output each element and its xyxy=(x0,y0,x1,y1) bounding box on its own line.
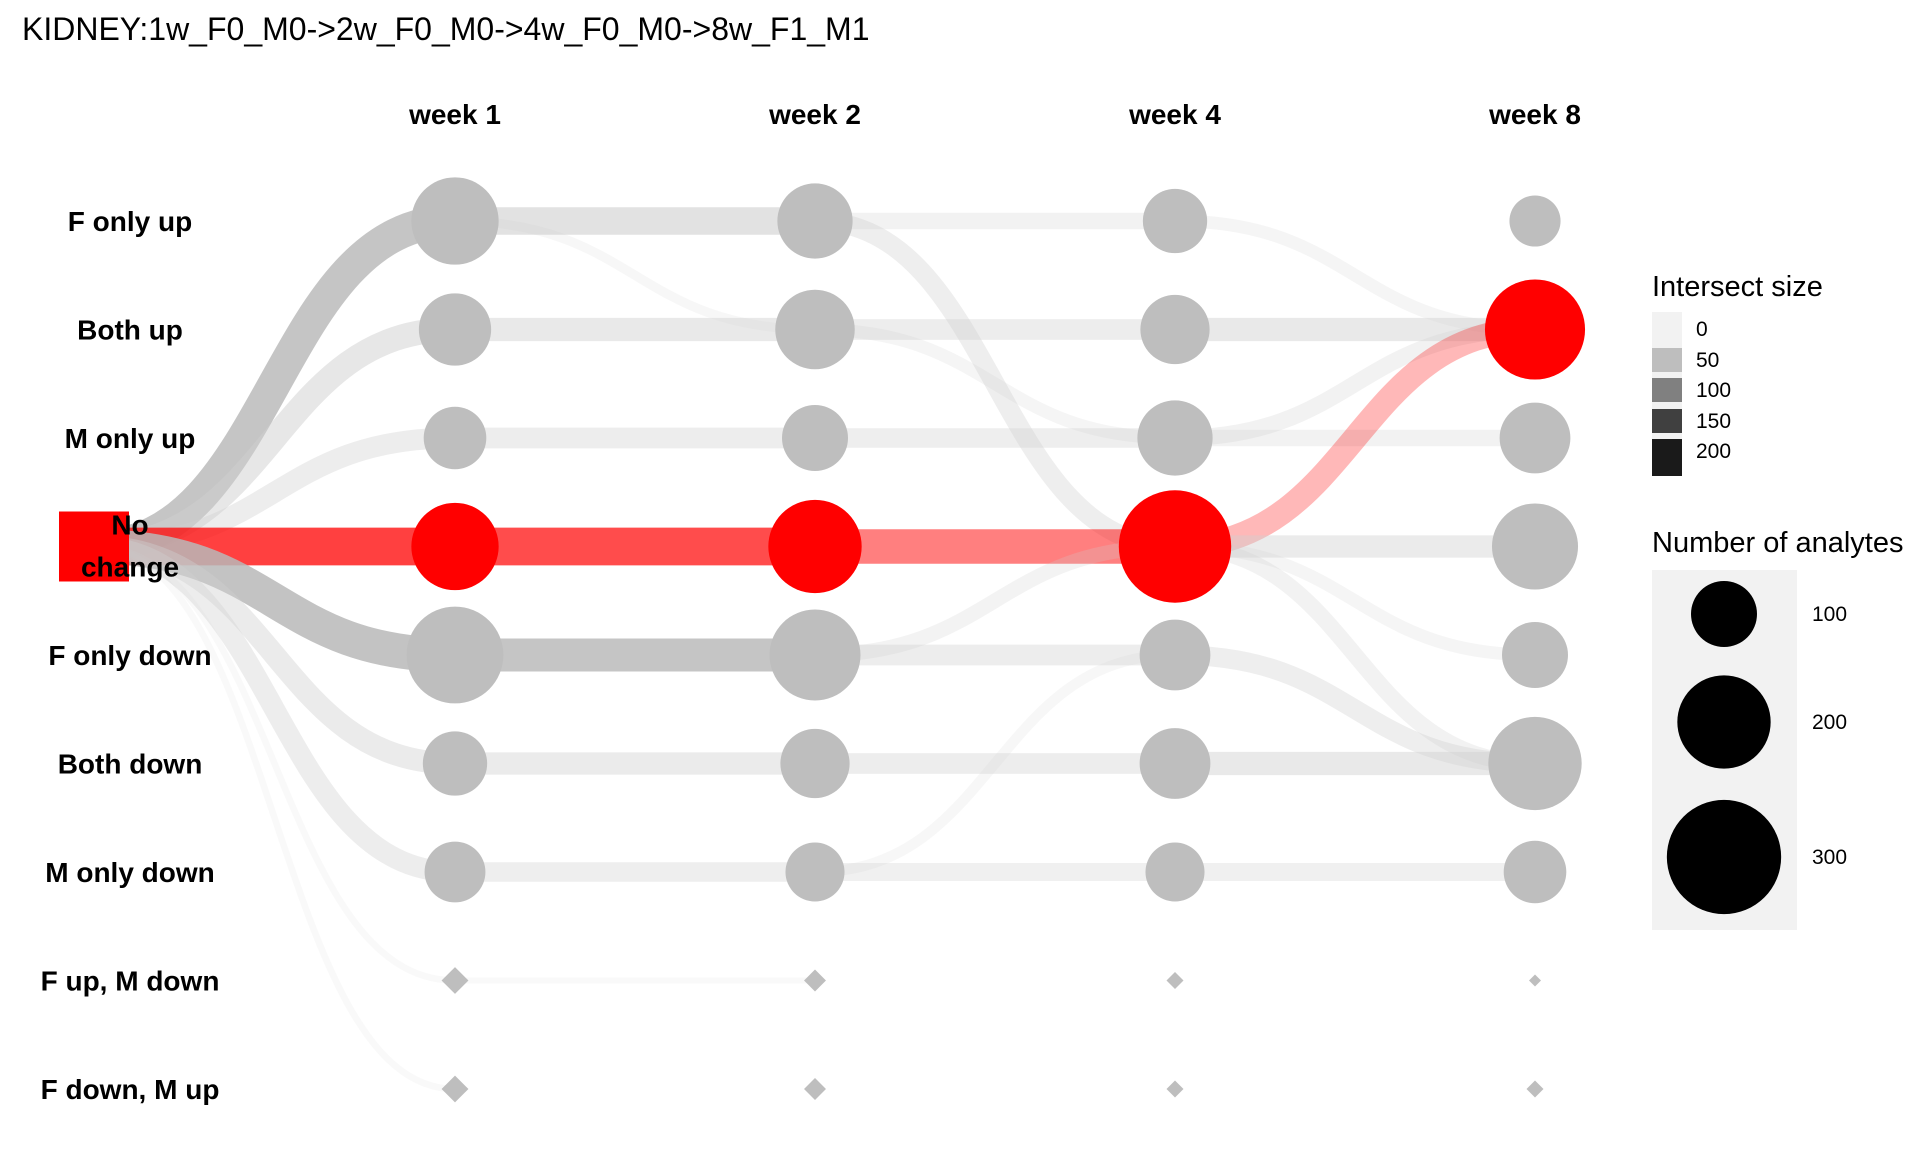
row-label-f-only-down: F only down xyxy=(48,640,211,671)
node-week-1-no-change xyxy=(411,502,499,591)
legend-intersect-tick-200: 200 xyxy=(1696,440,1731,463)
legend-intersect-tick-100: 100 xyxy=(1696,379,1731,402)
node-week-4-f-only-down xyxy=(1139,619,1211,691)
column-labels: week 1 week 2 week 4 week 8 xyxy=(408,99,1581,130)
flow-origin-no-change-to-week-1-f-up-m-down xyxy=(93,543,456,984)
node-week-8-f-down-m-up xyxy=(1526,1080,1544,1098)
column-label-week-4: week 4 xyxy=(1128,99,1221,130)
row-label-m-only-down: M only down xyxy=(45,857,215,888)
node-week-8-f-only-down xyxy=(1502,622,1568,688)
flow-week-2-f-only-down-to-week-4-no-change xyxy=(814,539,1176,663)
node-week-4-f-down-m-up xyxy=(1166,1080,1184,1098)
legend-size-tick-300: 300 xyxy=(1812,846,1847,869)
node-origin-no-change xyxy=(59,511,129,582)
legend-size-circle-300 xyxy=(1666,799,1782,915)
chart-title: KIDNEY:1w_F0_M0->2w_F0_M0->4w_F0_M0->8w_… xyxy=(22,11,869,47)
legend-intersect-size: Intersect size 0 50 100 150 200 xyxy=(1652,271,1823,476)
flow-week-1-f-only-up-to-week-2-both-up xyxy=(454,216,816,335)
flow-week-4-no-change-to-week-8-both-down xyxy=(1174,538,1536,772)
node-week-1-f-only-down xyxy=(406,606,504,704)
node-week-1-f-up-m-down xyxy=(441,967,469,994)
node-week-1-m-only-down xyxy=(424,841,486,903)
flow-origin-no-change-to-week-1-f-down-m-up xyxy=(93,543,456,1093)
legend-intersect-swatch-200 xyxy=(1652,439,1682,463)
flow-origin-no-change-to-week-1-f-only-down xyxy=(93,529,456,673)
legend-size-title: Number of analytes xyxy=(1652,527,1903,559)
node-week-4-f-up-m-down xyxy=(1166,972,1184,989)
node-week-2-m-only-down xyxy=(785,842,845,902)
legend-intersect-swatch-50 xyxy=(1652,348,1682,372)
node-week-4-no-change xyxy=(1118,490,1232,603)
row-label-m-only-up: M only up xyxy=(65,423,196,454)
row-label-f-down-m-up: F down, M up xyxy=(41,1074,220,1105)
legend-intersect-title: Intersect size xyxy=(1652,271,1823,303)
flow-week-4-f-only-down-to-week-8-both-down xyxy=(1174,645,1536,774)
legend-intersect-swatch-0 xyxy=(1652,317,1682,341)
flow-week-4-no-change-to-week-8-both-up xyxy=(1174,317,1536,559)
node-week-4-both-down xyxy=(1139,728,1211,799)
node-week-2-no-change xyxy=(768,499,862,594)
flow-origin-no-change-to-week-1-m-only-down xyxy=(93,536,456,883)
node-week-8-m-only-up xyxy=(1499,402,1571,474)
node-week-4-m-only-up xyxy=(1137,400,1213,476)
row-label-f-only-up: F only up xyxy=(68,206,192,237)
node-week-8-f-up-m-down xyxy=(1528,974,1542,987)
node-week-1-f-only-up xyxy=(411,177,499,265)
node-week-8-both-up xyxy=(1484,279,1586,380)
flow-week-4-m-only-up-to-week-8-both-up xyxy=(1174,321,1536,447)
flow-week-4-f-only-up-to-week-8-both-up xyxy=(1174,214,1536,336)
node-week-4-m-only-down xyxy=(1145,842,1205,902)
node-week-8-both-down xyxy=(1488,716,1582,811)
legend-number-of-analytes: Number of analytes 100 200 300 xyxy=(1652,527,1903,930)
node-week-1-m-only-up xyxy=(423,406,487,470)
node-week-2-f-down-m-up xyxy=(804,1078,826,1100)
legend-intersect-swatch-end xyxy=(1652,463,1682,476)
node-week-8-no-change xyxy=(1491,503,1579,590)
row-label-f-up-m-down: F up, M down xyxy=(41,966,220,997)
node-week-1-both-down xyxy=(422,731,488,796)
legend-size-circle-200 xyxy=(1677,675,1771,769)
column-label-week-8: week 8 xyxy=(1488,99,1581,130)
legend-intersect-tick-50: 50 xyxy=(1696,349,1719,372)
flow-week-4-no-change-to-week-8-f-only-down xyxy=(1174,540,1536,662)
node-week-2-f-up-m-down xyxy=(804,969,826,992)
legend-intersect-tick-150: 150 xyxy=(1696,410,1731,433)
row-label-no-change: No change xyxy=(81,510,179,583)
node-week-1-both-up xyxy=(418,293,492,366)
node-week-2-m-only-up xyxy=(782,405,848,471)
node-week-8-f-only-up xyxy=(1509,195,1561,247)
legend-size-tick-100: 100 xyxy=(1812,603,1847,626)
node-week-8-m-only-down xyxy=(1503,840,1567,904)
node-week-4-both-up xyxy=(1140,294,1210,365)
legend-intersect-swatch-150 xyxy=(1652,409,1682,433)
row-label-both-down: Both down xyxy=(58,749,203,780)
row-labels: F only up Both up M only up No change F only … xyxy=(41,206,220,1105)
legend-size-tick-200: 200 xyxy=(1812,711,1847,734)
node-week-2-both-up xyxy=(775,289,855,370)
column-label-week-1: week 1 xyxy=(408,99,501,130)
node-week-4-f-only-up xyxy=(1142,188,1208,254)
flow-week-2-f-only-up-to-week-4-no-change xyxy=(814,211,1176,557)
legend-size-circle-100 xyxy=(1691,581,1757,647)
flow-origin-no-change-to-week-1-both-down xyxy=(93,535,456,775)
node-week-2-f-only-down xyxy=(769,609,861,701)
flows-layer xyxy=(93,204,1536,1093)
node-week-1-f-down-m-up xyxy=(441,1075,469,1103)
row-label-both-up: Both up xyxy=(77,315,183,346)
flow-week-2-m-only-down-to-week-4-f-only-down xyxy=(814,649,1176,878)
column-label-week-2: week 2 xyxy=(768,99,861,130)
nodes-layer xyxy=(59,177,1586,1103)
node-week-2-f-only-up xyxy=(777,183,853,259)
node-week-2-both-down xyxy=(780,728,850,799)
legend-intersect-tick-0: 0 xyxy=(1696,318,1708,341)
flow-week-2-both-up-to-week-4-m-only-up xyxy=(814,323,1176,445)
legend-intersect-swatch-100 xyxy=(1652,378,1682,402)
